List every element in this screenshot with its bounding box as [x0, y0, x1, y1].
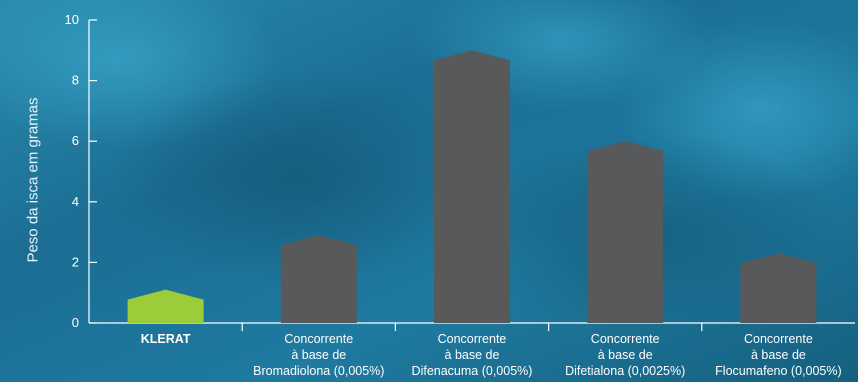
- y-tick-label: 8: [72, 73, 79, 88]
- x-tick-label: Concorrente: [438, 332, 507, 346]
- x-tick-label: à base de: [751, 348, 806, 362]
- y-tick-label: 2: [72, 254, 79, 269]
- x-tick-label: Concorrente: [591, 332, 660, 346]
- y-tick-label: 4: [72, 194, 79, 209]
- x-tick-label: Flocumafeno (0,005%): [715, 364, 841, 378]
- y-tick-label: 6: [72, 133, 79, 148]
- x-tick-label: Concorrente: [744, 332, 813, 346]
- bar: [127, 289, 204, 323]
- x-tick-label: Concorrente: [284, 332, 353, 346]
- y-tick-label: 0: [72, 315, 79, 330]
- x-tick-label: à base de: [445, 348, 500, 362]
- y-tick-label: 10: [65, 12, 79, 27]
- bar: [280, 235, 357, 323]
- bar: [740, 253, 817, 323]
- x-tick-label: à base de: [598, 348, 653, 362]
- x-tick-label: Difenacuma (0,005%): [412, 364, 533, 378]
- x-tick-label: à base de: [291, 348, 346, 362]
- x-tick-label: KLERAT: [141, 332, 191, 346]
- x-tick-label: Bromadiolona (0,005%): [253, 364, 384, 378]
- bar: [434, 50, 510, 324]
- bar: [587, 141, 664, 323]
- x-tick-label: Difetialona (0,0025%): [565, 364, 685, 378]
